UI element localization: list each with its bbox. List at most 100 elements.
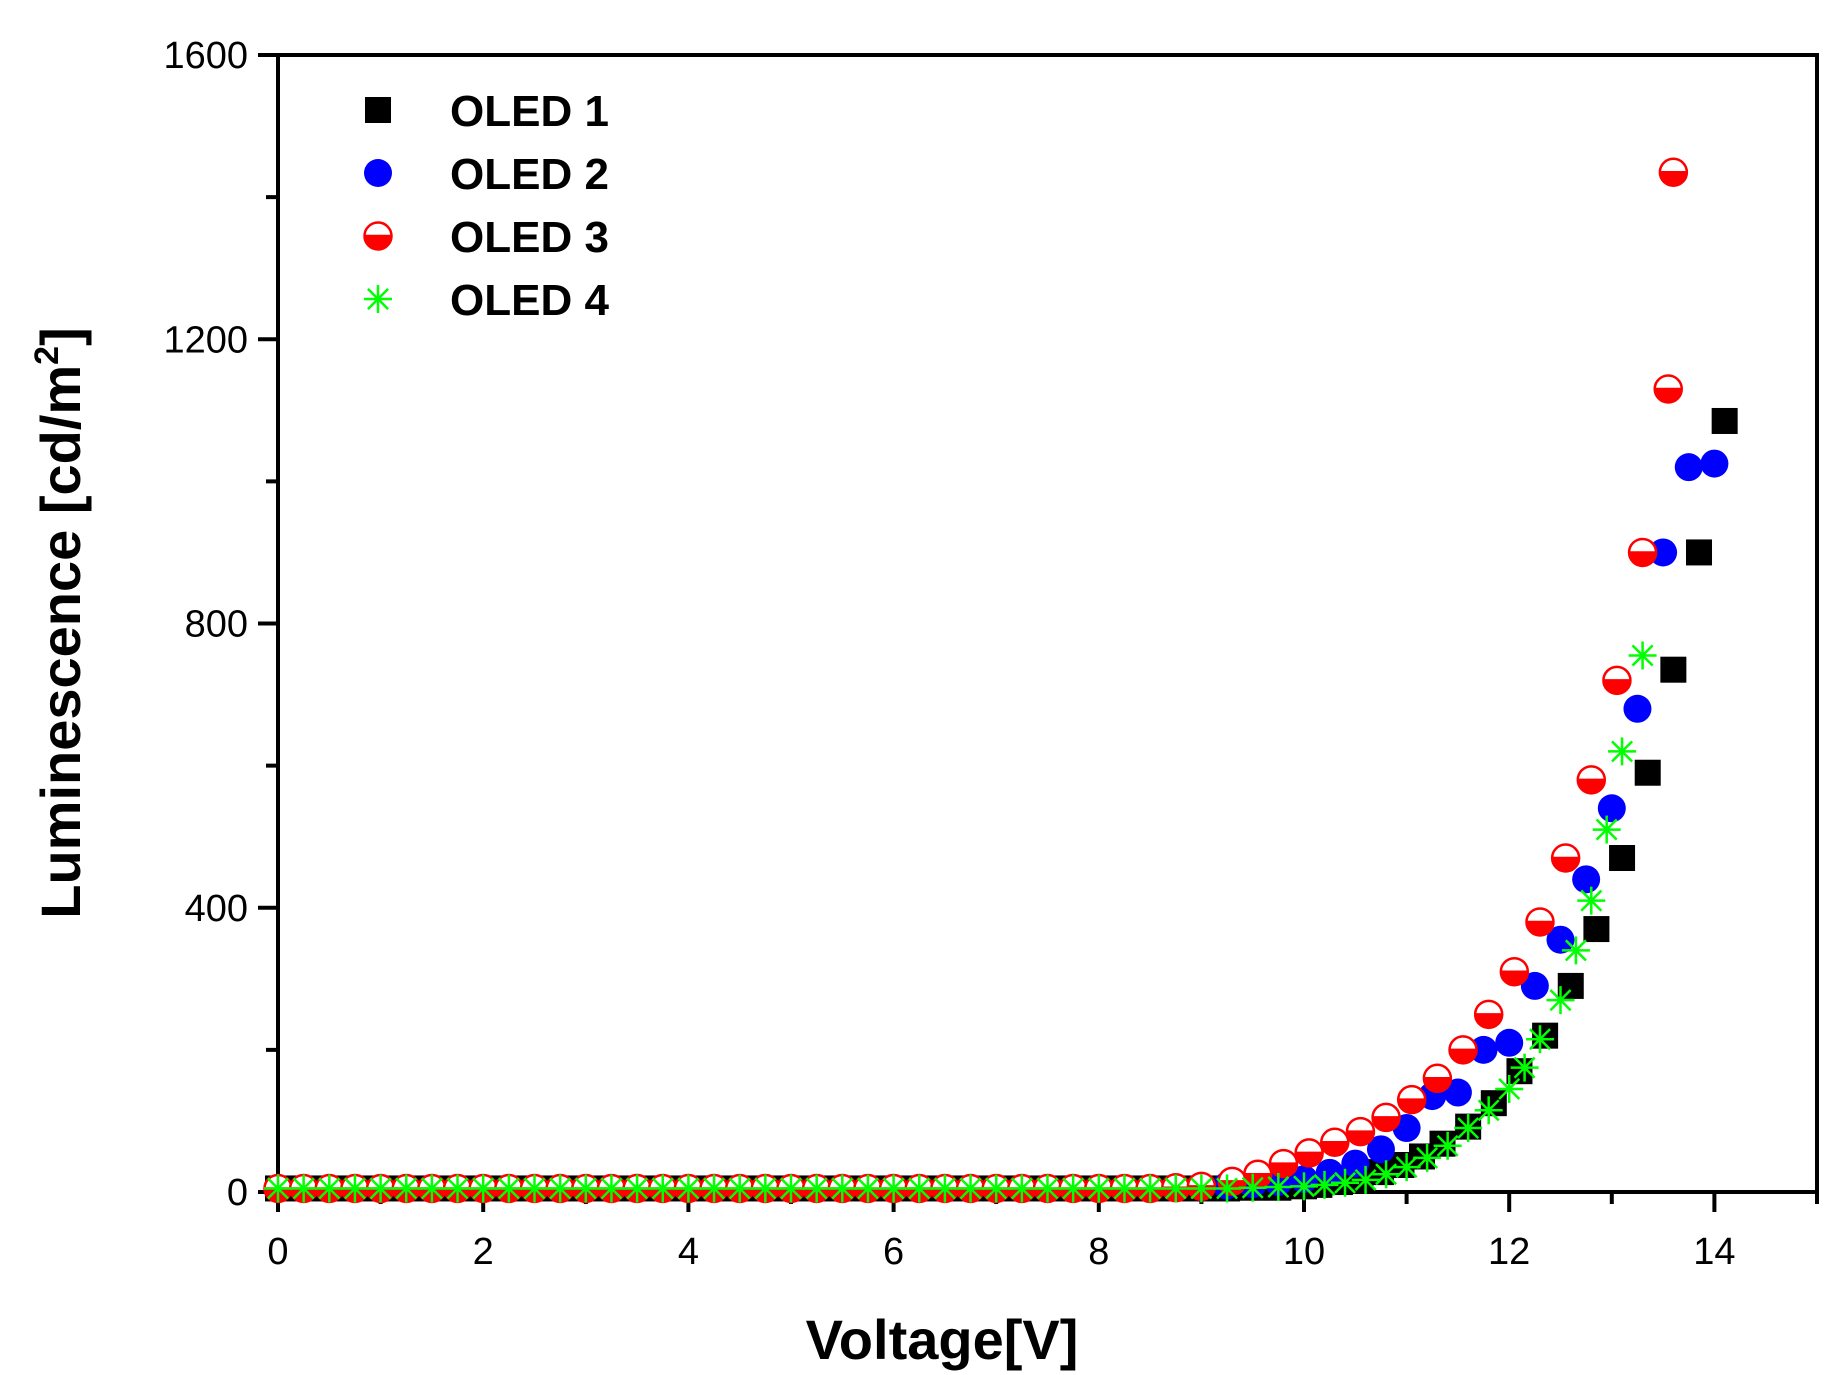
data-point [1213,1174,1242,1203]
data-point [1660,656,1687,683]
y-tick-label: 1200 [163,319,248,361]
data-point [1454,1114,1483,1143]
legend-marker-half-circle [363,221,393,251]
data-point [1592,815,1621,844]
data-point [1628,641,1657,670]
data-point [1443,1078,1472,1107]
data-point [1448,1035,1478,1065]
data-points [263,157,1738,1204]
data-point [1413,1143,1442,1172]
data-point [1315,1158,1344,1187]
y-tick-label: 800 [185,604,248,646]
x-tick-label: 0 [267,1231,288,1273]
data-point [623,1174,652,1203]
legend-item: OLED 4 [364,276,609,325]
data-point [1520,971,1549,1000]
data-point [1392,1153,1421,1182]
y-tick-label: 1600 [163,35,248,77]
data-point [1161,1174,1190,1203]
data-point [1608,737,1637,766]
x-tick-label: 12 [1488,1231,1530,1273]
data-point [1422,1063,1453,1094]
data-point [469,1174,498,1203]
data-point [289,1174,318,1203]
data-point [1658,157,1689,188]
series-oled-4 [264,641,1657,1203]
data-point [828,1174,857,1203]
data-point [520,1174,549,1203]
data-point [1495,1028,1524,1057]
data-point [1238,1173,1267,1202]
data-point [1557,972,1584,999]
legend-item: OLED 1 [365,87,609,136]
data-point [700,1174,729,1203]
legend-item: OLED 2 [364,150,609,199]
legend-label: OLED 3 [450,213,609,262]
data-point [1627,537,1658,568]
data-point [1310,1170,1339,1199]
data-point [1602,665,1632,696]
data-point [1597,794,1626,823]
data-point [674,1174,703,1203]
data-point [1546,925,1575,954]
data-point [315,1174,344,1203]
data-point [1546,986,1575,1015]
data-point [1623,694,1652,723]
data-point [905,1174,934,1203]
data-point [1084,1174,1113,1203]
data-point [1577,886,1606,915]
x-tick-label: 6 [883,1231,904,1273]
data-point [1674,453,1703,482]
data-point [1550,843,1581,873]
data-point [853,1174,882,1203]
data-point [1396,1084,1427,1115]
data-point [930,1174,959,1203]
legend-marker-asterisk [364,285,392,313]
data-point [982,1174,1011,1203]
data-point [802,1174,831,1203]
data-point [1634,759,1661,786]
y-axis-title-main: Luminescence [cd/m [29,365,92,919]
data-point [1217,1166,1247,1197]
data-point [1474,1096,1503,1125]
data-point [546,1174,575,1203]
data-point [1351,1165,1380,1194]
data-point [417,1174,446,1203]
data-point [597,1174,626,1203]
data-point [443,1174,472,1203]
y-tick-label: 400 [185,888,248,930]
data-point [1331,1168,1360,1197]
data-point [571,1174,600,1203]
data-point [392,1174,421,1203]
x-tick-label: 14 [1693,1231,1735,1273]
data-point [1136,1174,1165,1203]
data-point [648,1174,677,1203]
data-point [751,1174,780,1203]
data-point [725,1174,754,1203]
y-axis-title-superscript: 2 [28,346,66,365]
data-point [1469,1035,1498,1064]
x-tick-label: 10 [1283,1231,1325,1273]
data-point [1341,1149,1370,1178]
data-point [1561,936,1590,965]
data-point [1059,1174,1088,1203]
data-point [1371,1102,1401,1133]
data-point [879,1174,908,1203]
data-point [1525,907,1555,937]
data-point [1525,1025,1554,1054]
data-point [1187,1174,1216,1203]
data-point [1686,539,1713,566]
data-point [1495,1074,1524,1103]
data-point [956,1174,985,1203]
data-point [1268,1148,1299,1179]
axis-tick-labels: 0 2 4 6 8 10 12 14 0 400 800 1200 1600 [163,35,1735,1273]
data-point [1583,916,1610,943]
data-point [264,1174,292,1203]
data-point [366,1174,395,1203]
x-axis-title: Voltage[V] [806,1308,1079,1371]
legend-marker-circle [364,159,392,187]
legend: OLED 1 OLED 2 OLED 3 OLED 4 [363,87,609,325]
data-point [1653,374,1683,404]
data-point [1366,1135,1395,1164]
